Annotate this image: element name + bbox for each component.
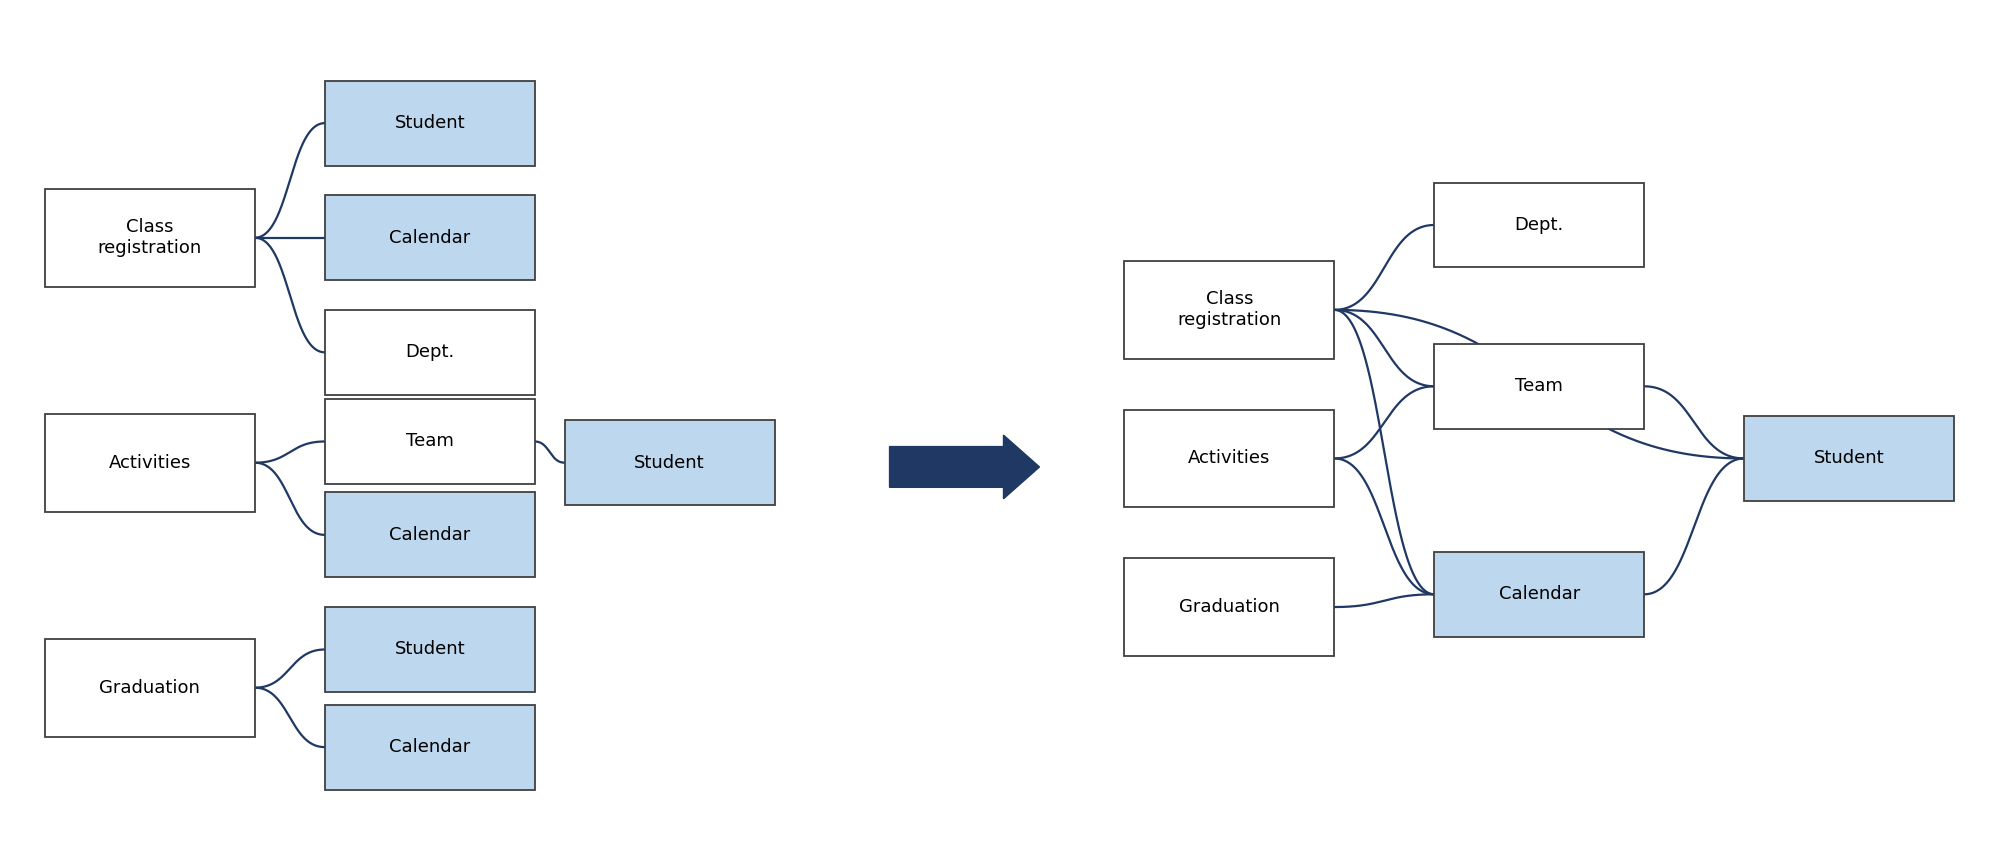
FancyBboxPatch shape bbox=[324, 492, 535, 577]
Text: Team: Team bbox=[1514, 377, 1562, 396]
FancyBboxPatch shape bbox=[324, 310, 535, 395]
FancyBboxPatch shape bbox=[1435, 183, 1642, 267]
Text: Activities: Activities bbox=[1187, 449, 1271, 468]
Text: Activities: Activities bbox=[108, 453, 192, 472]
Text: Graduation: Graduation bbox=[100, 678, 200, 697]
FancyBboxPatch shape bbox=[1123, 261, 1335, 358]
Text: Dept.: Dept. bbox=[1514, 216, 1562, 234]
FancyBboxPatch shape bbox=[324, 81, 535, 166]
FancyBboxPatch shape bbox=[1435, 344, 1642, 429]
Text: Calendar: Calendar bbox=[390, 738, 470, 756]
FancyBboxPatch shape bbox=[324, 607, 535, 692]
FancyBboxPatch shape bbox=[565, 420, 775, 505]
Text: Student: Student bbox=[394, 640, 466, 659]
FancyBboxPatch shape bbox=[44, 413, 256, 511]
FancyBboxPatch shape bbox=[1123, 559, 1335, 656]
Text: Team: Team bbox=[406, 432, 454, 451]
Text: Dept.: Dept. bbox=[406, 343, 454, 362]
Text: Student: Student bbox=[633, 453, 705, 472]
FancyBboxPatch shape bbox=[1123, 409, 1335, 507]
FancyBboxPatch shape bbox=[324, 705, 535, 790]
Text: Calendar: Calendar bbox=[390, 526, 470, 544]
FancyBboxPatch shape bbox=[324, 399, 535, 484]
Text: Student: Student bbox=[394, 114, 466, 132]
FancyBboxPatch shape bbox=[44, 189, 256, 287]
Text: Class
registration: Class registration bbox=[1177, 290, 1281, 329]
FancyArrow shape bbox=[889, 436, 1039, 498]
Text: Calendar: Calendar bbox=[390, 228, 470, 247]
FancyBboxPatch shape bbox=[1435, 552, 1642, 637]
Text: Graduation: Graduation bbox=[1179, 598, 1279, 616]
FancyBboxPatch shape bbox=[44, 639, 256, 736]
FancyBboxPatch shape bbox=[324, 195, 535, 280]
Text: Calendar: Calendar bbox=[1498, 585, 1578, 604]
FancyBboxPatch shape bbox=[1742, 416, 1954, 501]
Text: Student: Student bbox=[1812, 449, 1884, 468]
Text: Class
registration: Class registration bbox=[98, 218, 202, 257]
